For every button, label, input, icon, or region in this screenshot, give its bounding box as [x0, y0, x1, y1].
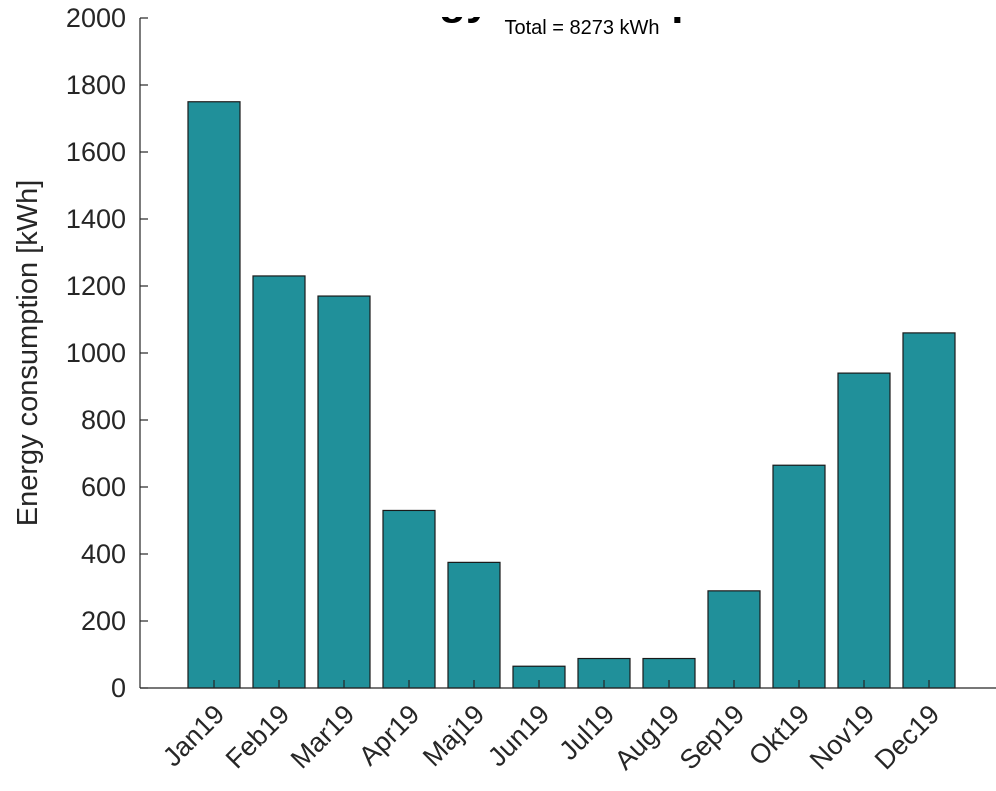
bar-sep19: [707, 590, 761, 689]
y-tick-label: 1600: [66, 137, 126, 167]
x-tick-label-feb19: Feb19: [220, 699, 295, 774]
x-ticks-group: Jan19Feb19Mar19Apr19Maj19Jun19Jul19Aug19…: [157, 680, 945, 775]
y-tick-label: 0: [111, 673, 126, 703]
x-tick-label-jan19: Jan19: [157, 699, 230, 772]
bar-okt19: [772, 464, 826, 689]
bars-group: [187, 101, 956, 689]
bar-jan19: [187, 101, 241, 689]
y-ticks-group: 0 200 400 600 800 1000 1200 1400 1600 1800 2000: [66, 3, 148, 703]
y-tick-label: 1200: [66, 271, 126, 301]
y-tick-label: 1800: [66, 70, 126, 100]
y-tick-label: 400: [81, 539, 126, 569]
y-tick-label: 1400: [66, 204, 126, 234]
bar-feb19: [252, 275, 306, 689]
x-tick-label-jun19: Jun19: [482, 699, 555, 772]
x-tick-label-mar19: Mar19: [285, 699, 360, 774]
bar-dec19: [902, 332, 956, 689]
x-tick-label-sep19: Sep19: [674, 699, 750, 775]
y-tick-label: 600: [81, 472, 126, 502]
x-tick-label-maj19: Maj19: [417, 699, 490, 772]
y-tick-label: 800: [81, 405, 126, 435]
y-tick-label: 2000: [66, 3, 126, 33]
bar-mar19: [317, 295, 371, 689]
x-tick-label-okt19: Okt19: [743, 699, 815, 771]
y-axis-label: Energy consumption [kWh]: [12, 180, 44, 527]
y-tick-label: 200: [81, 606, 126, 636]
x-tick-label-dec19: Dec19: [869, 699, 945, 775]
x-tick-label-aug19: Aug19: [609, 699, 685, 775]
x-tick-label-apr19: Apr19: [353, 699, 425, 771]
bar-apr19: [382, 509, 436, 689]
y-tick-label: 1000: [66, 338, 126, 368]
chart-subtitle: Total = 8273 kWh: [504, 17, 659, 39]
x-tick-label-nov19: Nov19: [804, 699, 880, 775]
bar-nov19: [837, 372, 891, 689]
bar-maj19: [447, 561, 501, 689]
